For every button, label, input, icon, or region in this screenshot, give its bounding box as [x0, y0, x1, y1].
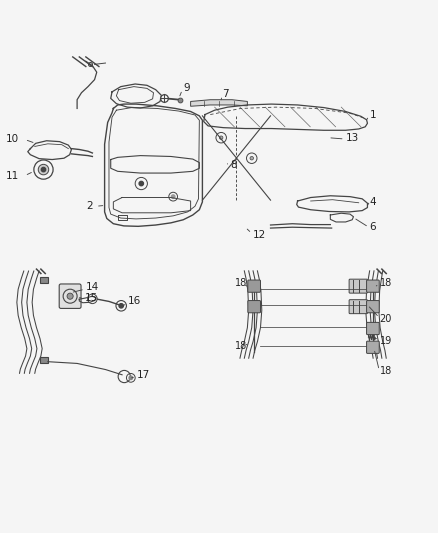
Circle shape [38, 164, 49, 175]
FancyBboxPatch shape [367, 341, 379, 353]
Text: 18: 18 [235, 278, 247, 288]
Text: 18: 18 [235, 341, 247, 351]
Text: 15: 15 [85, 293, 98, 303]
Text: 10: 10 [6, 134, 19, 143]
Text: 13: 13 [346, 133, 359, 143]
FancyBboxPatch shape [248, 280, 261, 292]
FancyBboxPatch shape [59, 284, 81, 309]
FancyBboxPatch shape [349, 279, 367, 293]
FancyBboxPatch shape [367, 322, 379, 335]
Text: 7: 7 [223, 89, 229, 99]
Text: 20: 20 [380, 314, 392, 324]
Circle shape [67, 293, 73, 299]
Circle shape [41, 167, 46, 172]
Text: 8: 8 [230, 160, 237, 170]
Circle shape [250, 157, 254, 160]
Text: 4: 4 [370, 197, 376, 207]
FancyBboxPatch shape [40, 277, 48, 282]
Text: 1: 1 [370, 110, 376, 119]
Text: 16: 16 [128, 296, 141, 306]
FancyBboxPatch shape [40, 357, 48, 364]
Text: 6: 6 [370, 222, 376, 232]
Polygon shape [191, 100, 247, 106]
Circle shape [129, 376, 133, 379]
Text: 12: 12 [253, 230, 266, 240]
FancyBboxPatch shape [248, 301, 261, 313]
Text: 17: 17 [137, 370, 150, 380]
Text: 18: 18 [380, 366, 392, 376]
Text: 9: 9 [183, 83, 190, 93]
FancyBboxPatch shape [367, 280, 379, 292]
Text: 18: 18 [380, 278, 392, 288]
FancyBboxPatch shape [349, 300, 367, 313]
Text: 2: 2 [86, 201, 92, 211]
Circle shape [139, 181, 144, 185]
Circle shape [171, 195, 175, 198]
Text: 11: 11 [6, 171, 19, 181]
Text: 19: 19 [380, 336, 392, 346]
Text: 14: 14 [86, 282, 99, 293]
Circle shape [119, 304, 124, 308]
FancyBboxPatch shape [367, 301, 379, 313]
Circle shape [219, 136, 223, 140]
